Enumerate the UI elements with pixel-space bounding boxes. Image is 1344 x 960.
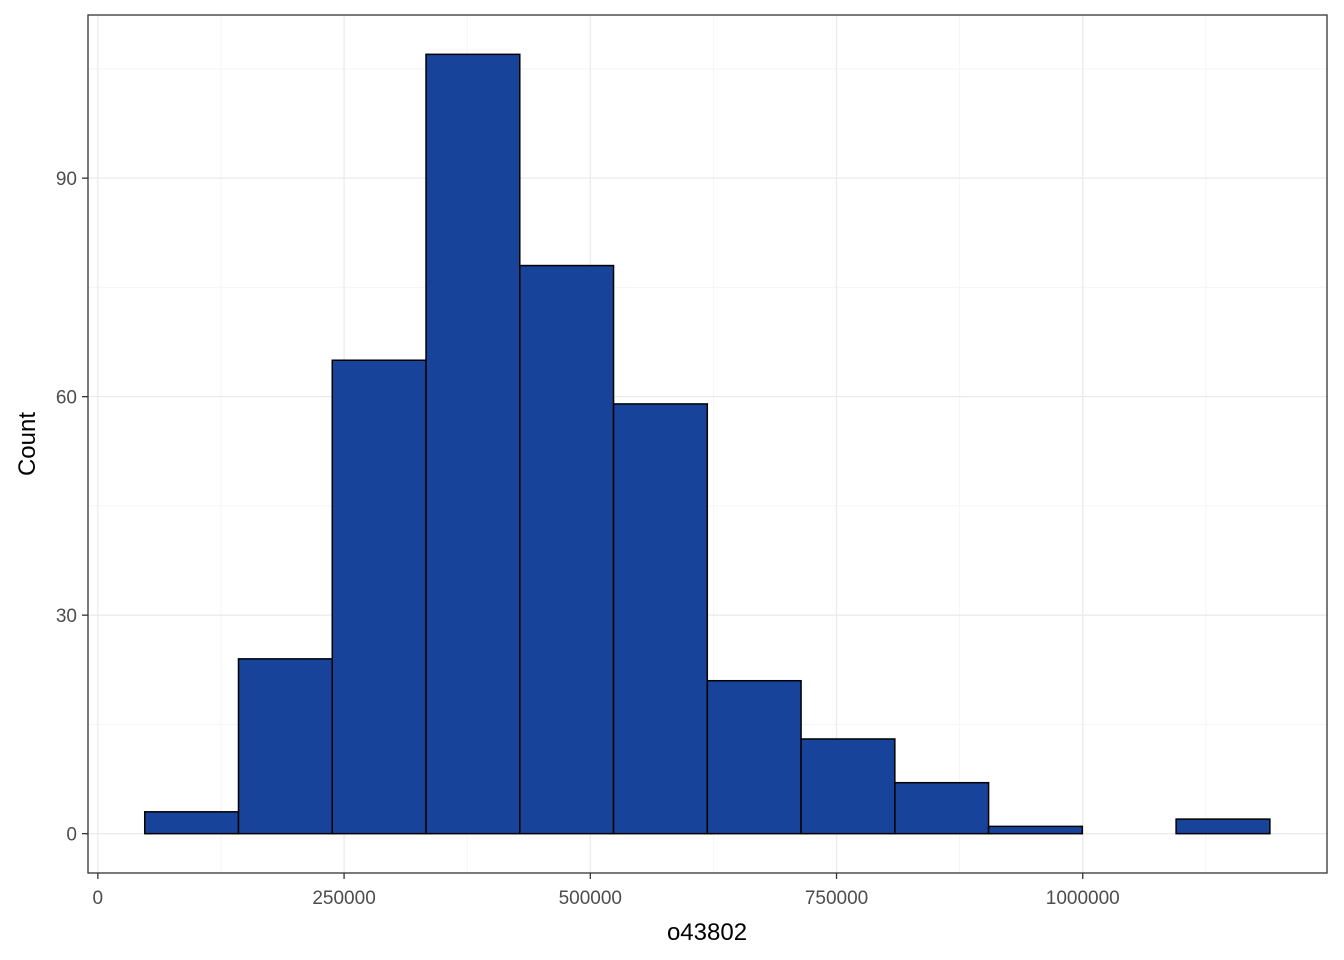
- histogram-bar: [706, 679, 802, 835]
- y-axis: 0 30 60 90: [56, 169, 88, 846]
- x-tick-label: 750000: [805, 888, 868, 909]
- histogram-bar: [612, 403, 709, 835]
- x-tick-label: 0: [93, 888, 104, 909]
- histogram-bar: [987, 825, 1084, 835]
- y-axis-title: Count: [14, 412, 41, 476]
- y-tick-label: 0: [66, 825, 77, 846]
- histogram-bar: [237, 658, 334, 835]
- y-tick-label: 90: [56, 169, 77, 190]
- histogram-bar: [894, 781, 990, 835]
- panel-border: [87, 14, 1328, 874]
- x-tick-label: 500000: [559, 888, 622, 909]
- histogram-bar: [143, 811, 240, 835]
- histogram-bar: [519, 264, 615, 835]
- y-tick-label: 60: [56, 388, 77, 409]
- histogram-bar: [425, 53, 521, 835]
- x-axis: 0 250000 500000 750000 1000000: [93, 873, 1120, 909]
- x-tick-label: 250000: [312, 888, 375, 909]
- y-tick-label: 30: [56, 606, 77, 627]
- histogram-bar: [1175, 818, 1271, 835]
- histogram-bar: [800, 738, 896, 835]
- x-axis-title: o43802: [667, 919, 747, 946]
- histogram-bar: [331, 359, 427, 835]
- x-tick-label: 1000000: [1046, 888, 1120, 909]
- histogram-bars: [143, 53, 1271, 835]
